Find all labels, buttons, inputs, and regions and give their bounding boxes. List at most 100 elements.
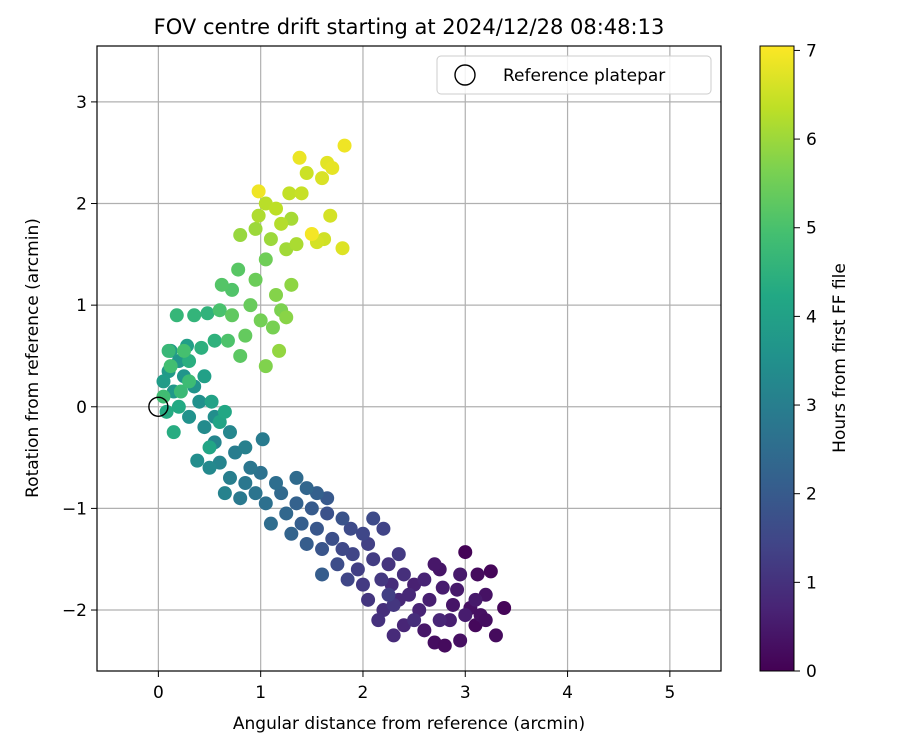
data-point bbox=[442, 613, 457, 628]
colorbar-label: Hours from first FF file bbox=[830, 263, 850, 453]
data-point bbox=[343, 521, 358, 536]
data-point bbox=[299, 481, 314, 496]
data-point bbox=[182, 409, 197, 424]
data-point bbox=[299, 536, 314, 551]
data-point bbox=[279, 506, 294, 521]
data-point bbox=[197, 420, 212, 435]
data-point bbox=[166, 425, 181, 440]
data-point bbox=[231, 262, 246, 277]
data-point bbox=[233, 491, 248, 506]
data-point bbox=[258, 359, 273, 374]
data-point bbox=[194, 340, 209, 355]
data-point bbox=[437, 638, 452, 653]
data-point bbox=[282, 186, 297, 201]
data-point bbox=[269, 201, 284, 216]
data-point bbox=[458, 545, 473, 560]
data-point bbox=[284, 526, 299, 541]
colorbar: 0 1 2 3 4 5 6 7 Hours from first FF file bbox=[759, 41, 850, 682]
data-point bbox=[258, 252, 273, 267]
colorbar-tick-label: 0 bbox=[806, 662, 817, 682]
data-point bbox=[263, 516, 278, 531]
data-point bbox=[192, 394, 207, 409]
data-point bbox=[335, 542, 350, 557]
data-point bbox=[248, 221, 263, 236]
data-point bbox=[320, 506, 335, 521]
data-point bbox=[233, 348, 248, 363]
data-point bbox=[340, 572, 355, 587]
reference-marker bbox=[148, 396, 169, 417]
data-point bbox=[217, 404, 232, 419]
data-point bbox=[272, 343, 287, 358]
data-point bbox=[361, 592, 376, 607]
colorbar-tick-label: 7 bbox=[806, 41, 817, 61]
data-point bbox=[289, 237, 304, 252]
data-point bbox=[243, 460, 258, 475]
data-point bbox=[284, 277, 299, 292]
data-point bbox=[435, 580, 450, 595]
data-point bbox=[173, 384, 188, 399]
y-tick-label: 0 bbox=[76, 398, 87, 418]
data-point bbox=[335, 511, 350, 526]
y-tick-label: 1 bbox=[76, 296, 87, 316]
data-point bbox=[238, 328, 253, 343]
data-point bbox=[391, 547, 406, 562]
data-point bbox=[251, 184, 266, 199]
grid bbox=[97, 46, 721, 671]
data-point bbox=[251, 208, 266, 223]
data-point bbox=[200, 306, 215, 321]
data-point bbox=[161, 343, 176, 358]
colorbar-tick-label: 2 bbox=[806, 485, 817, 505]
data-point bbox=[299, 166, 314, 181]
y-tick-label: −1 bbox=[62, 499, 87, 519]
data-point bbox=[190, 453, 205, 468]
data-point bbox=[220, 333, 235, 348]
data-point bbox=[202, 460, 217, 475]
x-axis-label: Angular distance from reference (arcmin) bbox=[233, 714, 585, 734]
data-point bbox=[248, 486, 263, 501]
colorbar-tick-label: 6 bbox=[806, 130, 817, 150]
data-point bbox=[355, 577, 370, 592]
data-point bbox=[374, 572, 389, 587]
data-point bbox=[258, 496, 273, 511]
colorbar-ticks: 0 1 2 3 4 5 6 7 bbox=[794, 41, 817, 682]
x-tick-label: 4 bbox=[562, 683, 573, 703]
plot-frame bbox=[96, 45, 722, 672]
data-point bbox=[222, 425, 237, 440]
colorbar-tick-label: 3 bbox=[806, 396, 817, 416]
data-point bbox=[453, 633, 468, 648]
data-point bbox=[248, 272, 263, 287]
data-point bbox=[445, 597, 460, 612]
data-point bbox=[478, 613, 493, 628]
data-point bbox=[323, 208, 338, 223]
data-point bbox=[417, 623, 432, 638]
data-points bbox=[156, 138, 512, 653]
data-point bbox=[470, 567, 485, 582]
colorbar-tick-label: 4 bbox=[806, 307, 817, 327]
data-point bbox=[315, 567, 330, 582]
data-point bbox=[468, 592, 483, 607]
data-point bbox=[169, 308, 184, 323]
colorbar-tick-label: 5 bbox=[806, 219, 817, 239]
data-point bbox=[304, 227, 319, 242]
data-point bbox=[202, 440, 217, 455]
data-point bbox=[309, 521, 324, 536]
data-point bbox=[450, 582, 465, 597]
x-tick-label: 2 bbox=[358, 683, 369, 703]
data-point bbox=[217, 486, 232, 501]
data-point bbox=[350, 562, 365, 577]
data-point bbox=[238, 475, 253, 490]
data-point bbox=[279, 310, 294, 325]
data-point bbox=[294, 516, 309, 531]
data-point bbox=[269, 287, 284, 302]
data-point bbox=[315, 171, 330, 186]
data-point bbox=[289, 470, 304, 485]
data-point bbox=[222, 470, 237, 485]
colorbar-tick-label: 1 bbox=[806, 573, 817, 593]
data-point bbox=[335, 241, 350, 256]
data-point bbox=[371, 613, 386, 628]
x-tick-label: 0 bbox=[153, 683, 164, 703]
legend-box bbox=[436, 55, 712, 95]
x-tick-label: 3 bbox=[460, 683, 471, 703]
data-point bbox=[381, 587, 396, 602]
